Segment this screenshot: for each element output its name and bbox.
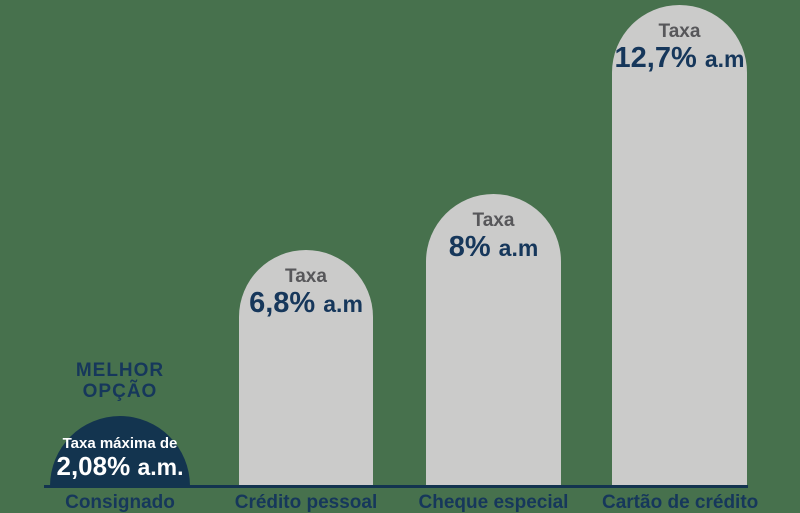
best-option-line1: MELHOR [75,360,165,381]
bar-consignado-content: Taxa máxima de 2,08% a.m. [50,435,190,481]
bar-credito-pessoal-value: 6,8% a.m [249,287,363,320]
category-label-cartao-credito: Cartão de crédito [602,492,759,513]
best-option-line2: OPÇÃO [82,381,158,402]
bar-cartao-credito-value: 12,7% a.m [615,42,745,75]
category-label-consignado: Consignado [65,492,175,513]
bar-cheque-especial: Taxa 8% a.m [426,194,561,486]
bar-consignado-value-number: 2,08% [56,451,131,481]
bar-cheque-especial-value-suffix: a.m [498,235,539,261]
bar-credito-pessoal-taxa-label: Taxa [285,266,327,287]
bar-cartao-credito-value-number: 12,7% [614,42,697,74]
bar-credito-pessoal-content: Taxa 6,8% a.m [239,250,373,320]
bar-cheque-especial-content: Taxa 8% a.m [426,194,561,264]
bar-consignado-value-suffix: a.m. [137,454,184,480]
bar-cartao-credito-value-suffix: a.m [704,46,745,72]
bar-cartao-credito-taxa-label: Taxa [658,21,701,42]
bar-credito-pessoal-value-suffix: a.m [323,291,363,317]
bar-cheque-especial-value: 8% a.m [449,231,539,264]
bar-credito-pessoal-value-number: 6,8% [249,287,316,319]
bar-cheque-especial-taxa-label: Taxa [472,210,515,231]
bar-consignado-taxa-label: Taxa máxima de [62,435,178,452]
category-label-credito-pessoal: Crédito pessoal [234,492,378,513]
bar-consignado: Taxa máxima de 2,08% a.m. [50,416,190,486]
best-option-annotation: MELHOR OPÇÃO [40,360,200,402]
bar-cartao-credito: Taxa 12,7% a.m [612,5,747,486]
bar-cartao-credito-content: Taxa 12,7% a.m [612,5,747,75]
category-label-cheque-especial: Cheque especial [418,492,569,513]
bar-credito-pessoal: Taxa 6,8% a.m [239,250,373,486]
bar-cheque-especial-value-number: 8% [448,231,491,263]
x-axis-baseline [44,485,748,488]
bar-consignado-value: 2,08% a.m. [57,452,184,481]
